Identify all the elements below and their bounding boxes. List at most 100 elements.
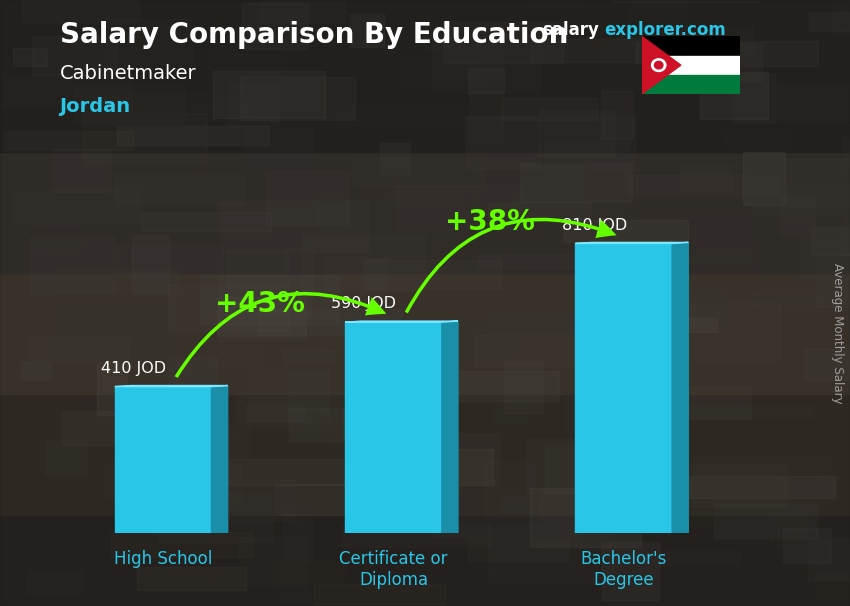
Bar: [605, 259, 648, 318]
Bar: [33, 203, 80, 248]
Bar: [54, 270, 177, 291]
Bar: [531, 39, 655, 62]
Bar: [501, 98, 597, 119]
Text: +38%: +38%: [445, 208, 536, 236]
Bar: [115, 387, 212, 533]
Bar: [316, 198, 462, 254]
Bar: [593, 429, 679, 488]
Bar: [484, 461, 535, 518]
Bar: [399, 321, 516, 358]
Bar: [82, 113, 207, 165]
Bar: [377, 448, 493, 485]
Bar: [843, 138, 850, 170]
Bar: [342, 525, 491, 547]
Bar: [219, 275, 312, 317]
Bar: [168, 284, 289, 331]
Bar: [687, 405, 812, 418]
Text: 590 JOD: 590 JOD: [332, 296, 396, 311]
Bar: [643, 464, 785, 505]
Bar: [602, 43, 714, 91]
Bar: [530, 141, 629, 164]
Bar: [275, 484, 404, 515]
Bar: [653, 290, 726, 328]
Text: 810 JOD: 810 JOD: [562, 218, 626, 233]
Bar: [343, 404, 416, 442]
Bar: [502, 496, 617, 513]
Bar: [350, 14, 384, 47]
Bar: [97, 362, 127, 415]
Polygon shape: [115, 385, 228, 387]
Bar: [322, 409, 406, 453]
Bar: [529, 253, 580, 290]
Bar: [114, 174, 245, 205]
Bar: [4, 131, 133, 150]
Bar: [780, 196, 814, 235]
Bar: [201, 275, 339, 324]
Bar: [815, 574, 850, 597]
Bar: [597, 510, 727, 527]
Bar: [488, 202, 591, 219]
Bar: [230, 84, 278, 126]
Bar: [642, 75, 740, 94]
Bar: [218, 322, 306, 341]
Bar: [842, 218, 850, 255]
Bar: [530, 488, 641, 547]
Bar: [0, 515, 850, 606]
Bar: [236, 391, 359, 422]
Bar: [210, 349, 264, 367]
Bar: [642, 56, 740, 75]
Polygon shape: [442, 321, 458, 533]
Bar: [783, 471, 819, 531]
Bar: [474, 163, 586, 203]
Bar: [266, 171, 349, 225]
Bar: [132, 235, 169, 295]
Bar: [520, 162, 632, 202]
Bar: [527, 438, 608, 493]
Bar: [62, 411, 191, 445]
Bar: [258, 309, 402, 335]
Bar: [669, 318, 717, 332]
Bar: [628, 7, 688, 47]
Bar: [217, 298, 307, 336]
Bar: [466, 116, 540, 168]
Bar: [434, 45, 541, 93]
Bar: [302, 235, 425, 291]
Bar: [244, 128, 312, 170]
Bar: [169, 357, 217, 386]
Bar: [22, 1, 139, 22]
Bar: [269, 399, 415, 436]
Bar: [636, 42, 677, 62]
Bar: [117, 245, 223, 278]
Bar: [106, 19, 192, 70]
Bar: [286, 248, 314, 295]
Bar: [808, 539, 850, 581]
Bar: [468, 538, 570, 561]
Bar: [249, 368, 329, 428]
Bar: [503, 362, 543, 413]
Bar: [283, 350, 334, 365]
Bar: [105, 464, 240, 499]
Bar: [283, 506, 313, 564]
FancyArrowPatch shape: [405, 218, 616, 313]
Bar: [79, 390, 108, 413]
Text: Average Monthly Salary: Average Monthly Salary: [830, 263, 844, 404]
Bar: [714, 502, 817, 538]
Bar: [12, 188, 139, 225]
Polygon shape: [575, 242, 688, 244]
Bar: [544, 116, 635, 170]
Bar: [564, 220, 688, 242]
Bar: [604, 460, 646, 487]
Bar: [0, 273, 850, 394]
Bar: [0, 152, 850, 273]
Text: +43%: +43%: [215, 290, 305, 318]
Bar: [751, 187, 850, 217]
Text: Salary Comparison By Education: Salary Comparison By Education: [60, 21, 568, 49]
Bar: [111, 531, 252, 557]
Bar: [279, 565, 309, 604]
Bar: [240, 77, 354, 120]
Bar: [428, 370, 559, 401]
Bar: [187, 427, 234, 442]
Bar: [242, 3, 308, 49]
Bar: [797, 236, 850, 280]
Text: 410 JOD: 410 JOD: [101, 361, 166, 376]
